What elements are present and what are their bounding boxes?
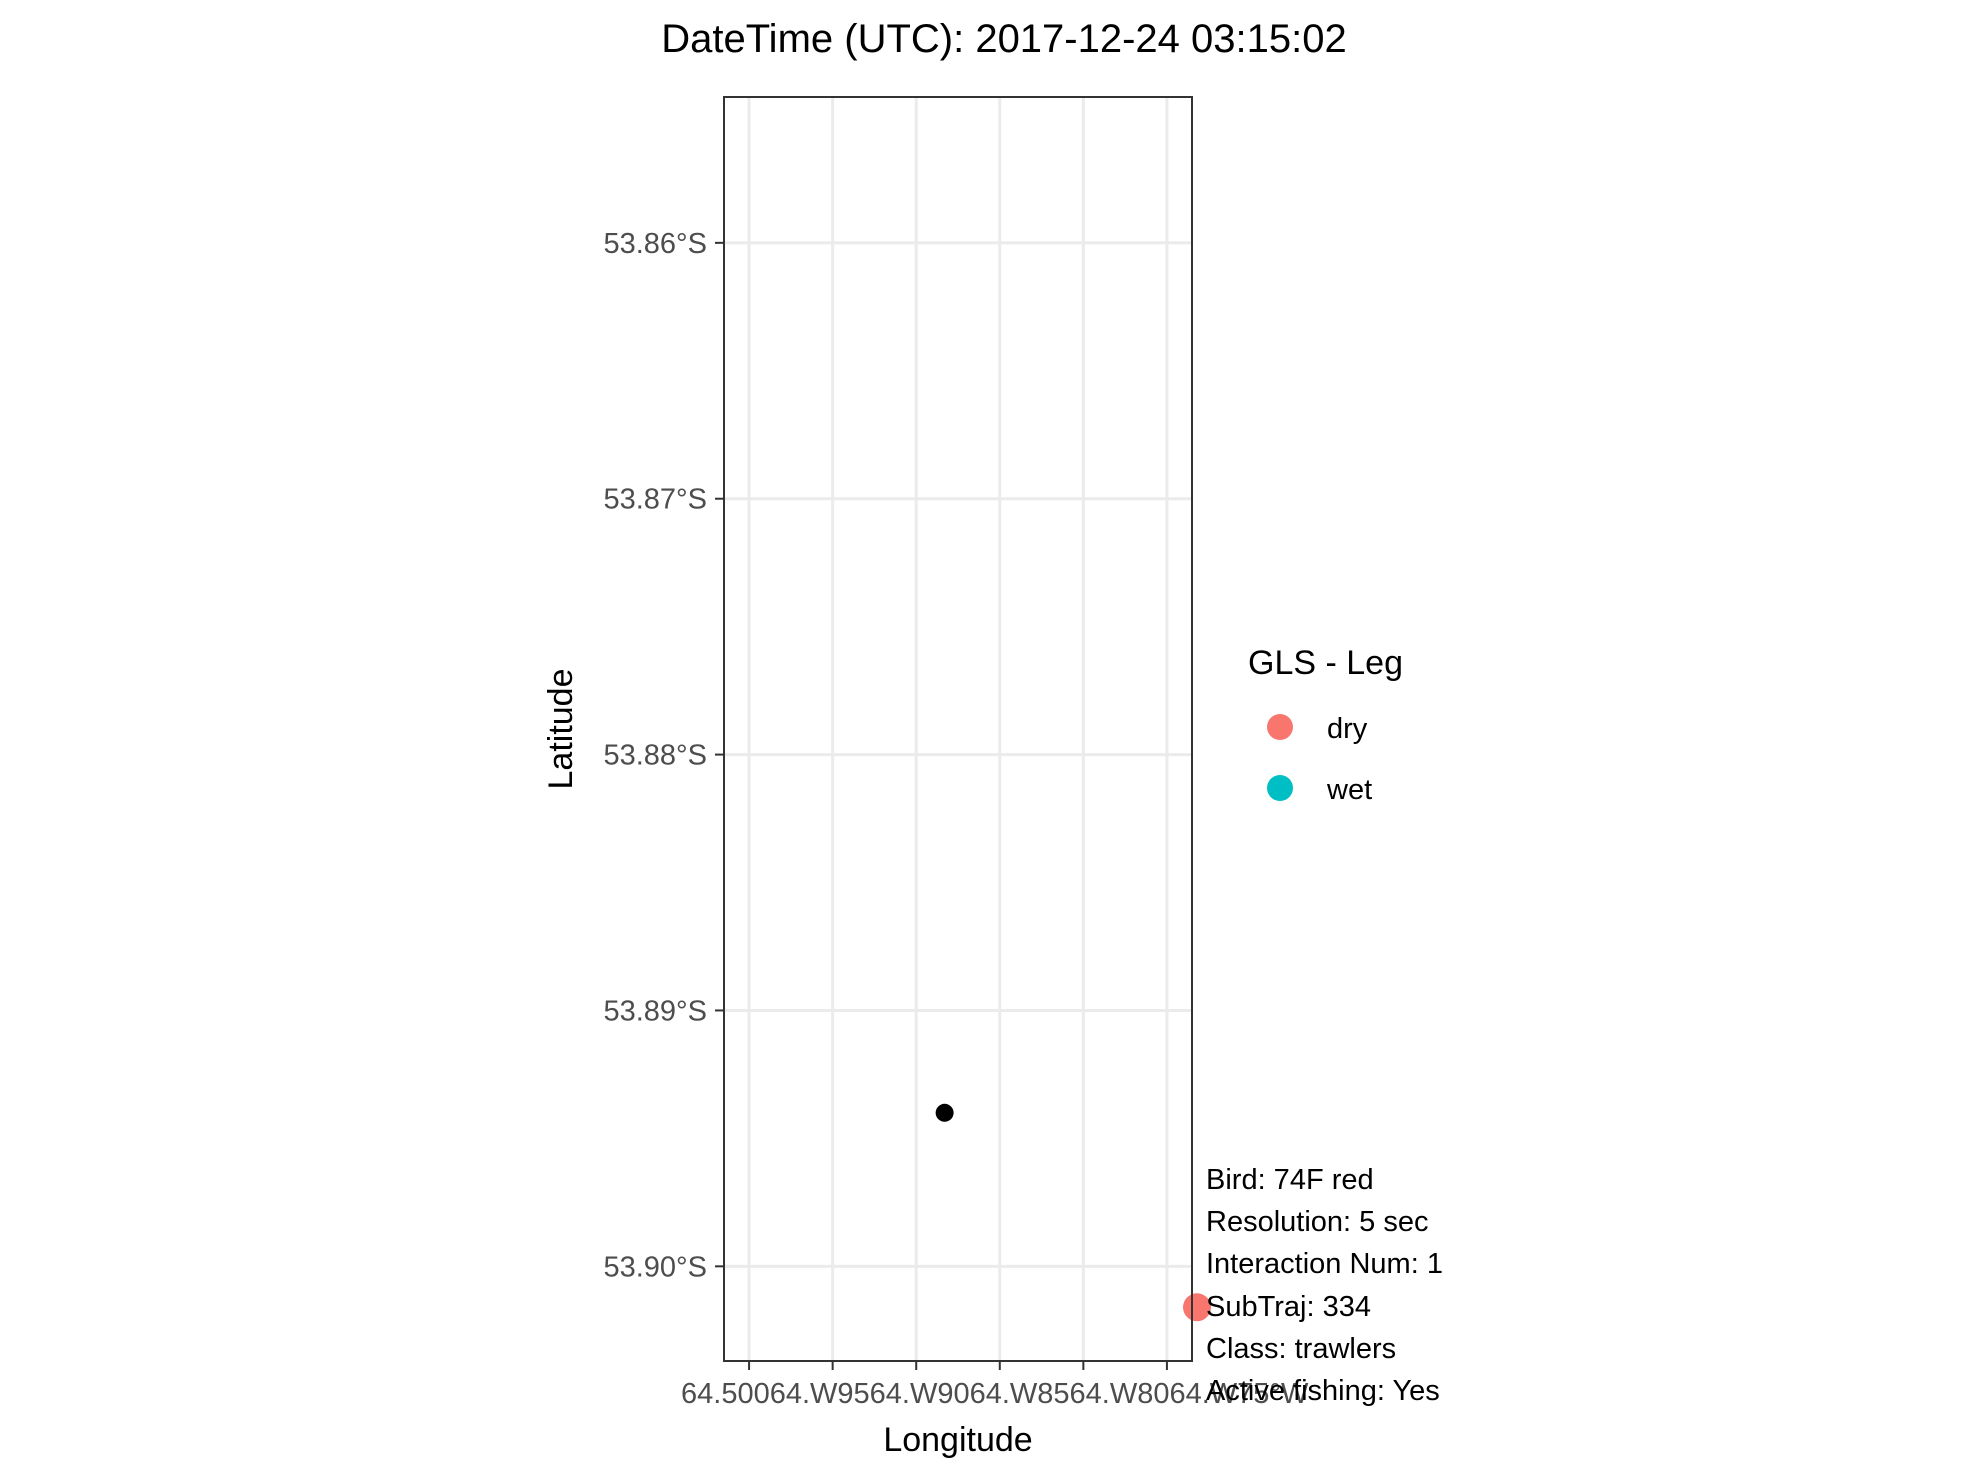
legend-key-wet [1267, 775, 1293, 801]
plot-panel [724, 97, 1192, 1361]
annotation-bird: Bird: 74F red [1206, 1164, 1374, 1196]
legend: GLS - Leg dry wet [1248, 644, 1403, 806]
legend-label-wet: wet [1326, 774, 1372, 806]
data-point-0-0 [935, 1103, 954, 1122]
grid-lines [724, 97, 1192, 1361]
y-axis: 53.86°S 53.87°S 53.88°S 53.89°S 53.90°S [603, 228, 724, 1283]
annotation-interaction: Interaction Num: 1 [1206, 1248, 1443, 1280]
annotation-class: Class: trawlers [1206, 1333, 1396, 1365]
y-axis-title: Latitude [542, 669, 580, 790]
data-point-1-0 [1183, 1293, 1212, 1322]
annotation-resolution: Resolution: 5 sec [1206, 1206, 1428, 1238]
annotation-active-fishing: Active fishing: Yes [1206, 1375, 1440, 1407]
panel-border [723, 96, 1193, 1362]
legend-key-dry [1267, 714, 1293, 740]
legend-title: GLS - Leg [1248, 644, 1403, 682]
plot-title: DateTime (UTC): 2017-12-24 03:15:02 [661, 17, 1347, 61]
info-annotations: Bird: 74F red Resolution: 5 sec Interact… [1206, 1164, 1443, 1407]
y-tick-label-3: 53.89°S [603, 995, 707, 1027]
data-points [935, 1103, 1212, 1322]
x-axis: 64.50064.W9564.W9064.W8564.W8064.W75°W [681, 1361, 1309, 1410]
y-tick-label-4: 53.90°S [603, 1251, 707, 1283]
y-tick-label-0: 53.86°S [603, 228, 707, 260]
y-tick-label-2: 53.88°S [603, 740, 707, 772]
annotation-subtraj: SubTraj: 334 [1206, 1291, 1371, 1323]
legend-label-dry: dry [1327, 713, 1368, 745]
x-tick-labels: 64.50064.W9564.W9064.W8564.W8064.W75°W [681, 1378, 1309, 1410]
y-tick-label-1: 53.87°S [603, 484, 707, 516]
x-axis-title: Longitude [883, 1421, 1032, 1459]
